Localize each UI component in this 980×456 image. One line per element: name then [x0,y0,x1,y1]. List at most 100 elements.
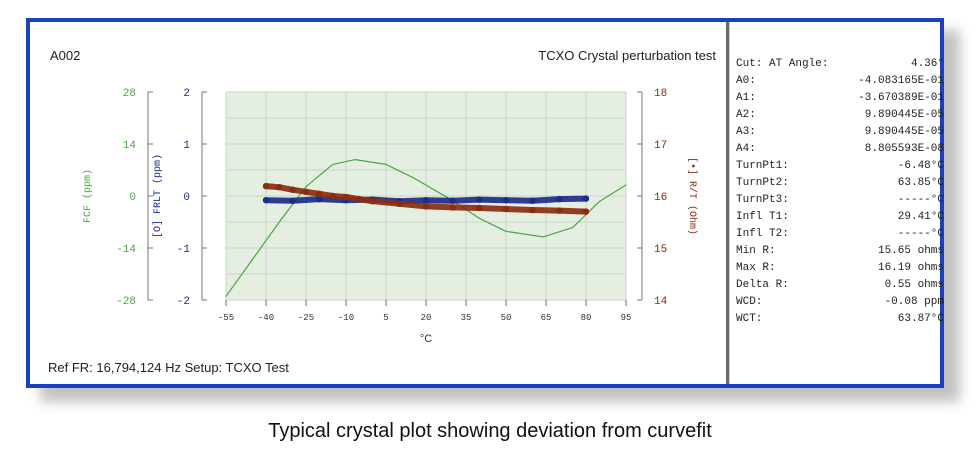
data-point-right [556,207,563,214]
result-value: 9.890445E-05 [864,109,944,121]
x-tick-label: -25 [298,313,314,323]
data-point-left_inner [502,196,510,204]
x-tick-label: 95 [621,313,632,323]
x-tick-label: -40 [258,313,274,323]
result-value: 0.55 ohms [884,279,944,291]
data-point-left_inner [289,197,296,204]
result-row: A1: -3.670389E-01 [736,90,944,107]
data-point-right [289,186,296,193]
result-row: Delta R: 0.55 ohms [736,277,944,294]
axis-tick-label-right: 17 [654,140,667,152]
x-tick-label: -10 [338,313,354,323]
data-point-left_inner [582,195,590,202]
data-point-right [396,200,403,207]
data-point-right [356,195,363,203]
result-value: 63.85°C [897,177,944,189]
axis-label-right: [•] R/T (Ohm) [686,157,698,235]
axis-tick-label-left_inner: -1 [177,244,191,256]
x-tick-label: 65 [541,313,552,323]
result-value: 9.890445E-05 [864,126,944,138]
result-label: A4: [736,143,756,155]
data-point-right [342,193,350,201]
x-axis-label: °C [420,333,432,345]
result-label: A0: [736,75,756,87]
result-value: 4.36° [910,58,944,70]
data-point-right [582,208,590,215]
data-point-left_inner [529,197,536,204]
panel-divider [726,22,729,384]
result-label: TurnPt2: [736,177,789,189]
data-point-left_inner [422,196,430,204]
results-panel: Cut: AT Angle: 4.36° A0: -4.083165E-01 A1: -3… [736,56,944,328]
result-row: A2: 9.890445E-05 [736,107,944,124]
data-point-right [476,204,483,212]
result-value: -----°C [897,228,944,240]
result-value: -----°C [897,194,944,206]
series-line-left_outer [225,159,627,297]
result-label: A1: [736,92,756,104]
result-label: Infl T2: [736,228,789,240]
x-tick-label: -55 [218,313,234,323]
result-label: WCD: [736,296,763,308]
axis-tick-label-left_outer: -28 [116,296,136,308]
panel-divider-highlight [729,22,730,384]
data-point-right [316,190,323,198]
x-tick-label: 80 [581,313,592,323]
result-row: TurnPt1: -6.48°C [736,158,944,175]
data-point-left_inner [262,196,270,204]
figure-caption: Typical crystal plot showing deviation f… [268,420,712,442]
x-tick-label: 5 [383,313,388,323]
axis-tick-label-left_inner: 1 [183,140,190,152]
result-row: Infl T2: -----°C [736,226,944,243]
axis-label-left_inner: [O] FRLT (ppm) [152,154,164,238]
result-value: 63.87°C [897,313,944,325]
result-value: 16.19 ohms [877,262,944,274]
data-point-right [502,205,510,213]
result-label: TurnPt3: [736,194,789,206]
result-label: Max R: [736,262,776,274]
result-row: TurnPt3: -----°C [736,192,944,209]
result-label: TurnPt1: [736,160,789,172]
data-point-left_inner [449,197,456,204]
axis-tick-label-left_inner: 2 [183,88,190,100]
result-label: Delta R: [736,279,789,291]
data-point-right [449,204,456,211]
data-point-left_inner [556,195,563,203]
axis-tick-label-right: 15 [654,244,667,256]
data-point-right [302,188,310,196]
axis-tick-label-left_outer: 28 [123,88,136,100]
crystal-chart: A002 TCXO Crystal perturbation test Ref … [48,48,716,375]
data-point-right [329,192,336,200]
axis-tick-label-left_outer: -14 [116,244,136,256]
result-value: -4.083165E-01 [858,75,944,87]
result-row: WCT: 63.87°C [736,311,944,328]
x-tick-label: 20 [421,313,432,323]
result-row: Min R: 15.65 ohms [736,243,944,260]
axis-label-left_outer: FCF (ppm) [82,169,94,223]
data-point-left_inner [476,196,483,203]
result-label: A3: [736,126,756,138]
result-value: 29.41°C [897,211,944,223]
data-point-right [276,183,283,191]
data-point-right [369,198,376,205]
result-label: Infl T1: [736,211,789,223]
result-label: Cut: AT Angle: [736,58,829,70]
axis-tick-label-right: 18 [654,88,667,100]
data-point-right [529,206,536,214]
result-value: -0.08 ppm [884,296,944,308]
axis-tick-label-right: 14 [654,296,668,308]
result-label: Min R: [736,245,776,257]
data-point-right [422,203,430,210]
result-row: Cut: AT Angle: 4.36° [736,56,944,73]
axis-tick-label-left_outer: 14 [123,140,137,152]
result-row: TurnPt2: 63.85°C [736,175,944,192]
result-value: 8.805593E-08 [864,143,944,155]
x-tick-label: 50 [501,313,512,323]
data-point-right [262,182,270,190]
result-row: A4: 8.805593E-08 [736,141,944,158]
result-row: WCD: -0.08 ppm [736,294,944,311]
result-row: Infl T1: 29.41°C [736,209,944,226]
axis-tick-label-left_inner: 0 [183,192,190,204]
panel-id-label: A002 [50,48,80,63]
result-row: A3: 9.890445E-05 [736,124,944,141]
